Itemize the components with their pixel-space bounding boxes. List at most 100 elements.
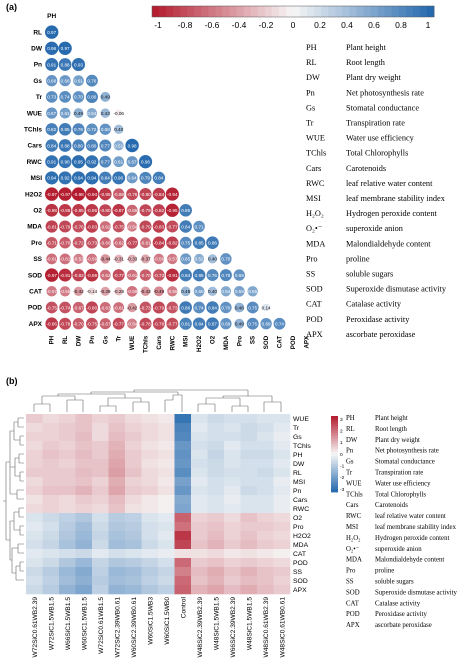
- corr-circle: [46, 107, 58, 119]
- corr-value: -0.62: [100, 273, 111, 278]
- clustered-heatmap: WUE Tr Gs TChls PH DW RL MSI Pn Cars RWC O2 Pro H2O2 M…: [26, 414, 311, 657]
- heat-col-label: W72SiC2.39WB0.61: [114, 597, 121, 658]
- corr-circle: [193, 285, 205, 297]
- corr-circle: [45, 171, 59, 185]
- corr-circle: [220, 253, 232, 265]
- heat-cell: [174, 432, 192, 442]
- heat-cell: [273, 540, 291, 550]
- colorbar-b-step: [331, 454, 338, 457]
- heat-cell: [75, 414, 93, 424]
- heat-cell: [174, 585, 192, 595]
- key-b-abbr: POD: [346, 611, 360, 618]
- heat-cell: [42, 540, 60, 550]
- row-label: APX: [29, 321, 43, 328]
- corr-circle: [139, 188, 152, 201]
- corr-circle: [59, 75, 71, 87]
- heat-row-label: Tr: [293, 425, 300, 432]
- corr-value: -0.80: [100, 208, 111, 213]
- corr-circle: [58, 204, 72, 217]
- corr-circle: [233, 269, 245, 281]
- heat-cell: [42, 504, 60, 514]
- heat-cell: [26, 585, 43, 595]
- corr-circle: [115, 109, 123, 117]
- corr-circle: [207, 254, 218, 264]
- colorbar-b-step: [331, 448, 338, 452]
- row-label: SS: [33, 256, 42, 263]
- corr-value: 0.77: [101, 160, 110, 165]
- colorbar-step: [293, 6, 301, 17]
- corr-value: -0.14: [87, 289, 98, 294]
- colorbar-step: [307, 6, 315, 17]
- corr-value: 0.80: [87, 143, 96, 148]
- heat-cell: [26, 495, 43, 505]
- key-b-desc: Carotenoids: [375, 502, 408, 509]
- corr-value: -0.78: [60, 322, 71, 327]
- heat-row-label: APX: [293, 587, 307, 594]
- heat-cell: [59, 468, 76, 478]
- corr-circle: [99, 171, 112, 185]
- corr-circle: [152, 317, 165, 330]
- heat-col-label: W60SiC1.5WB3: [147, 597, 154, 645]
- colorbar-b-step: [331, 441, 338, 445]
- corr-circle: [234, 302, 245, 313]
- heat-cell: [141, 522, 159, 532]
- corr-value: -0.53: [73, 257, 84, 262]
- corr-value: -0.70: [60, 241, 71, 246]
- colorbar-step: [405, 6, 414, 17]
- row-label: MSI: [30, 175, 42, 182]
- heat-cell: [125, 558, 142, 568]
- heat-cell: [42, 576, 60, 586]
- key-abbr: Pn: [306, 88, 316, 97]
- heat-cell: [224, 531, 241, 541]
- corr-value: 0.76: [87, 79, 96, 84]
- colorbar-step: [159, 6, 167, 17]
- heat-cell: [191, 531, 208, 541]
- heat-cell: [59, 513, 76, 523]
- corr-value: -0.87: [113, 208, 124, 213]
- corr-value: -0.83: [87, 224, 98, 229]
- key-desc: Net photosynthesis rate: [346, 88, 424, 97]
- colorbar-b-tick: -2: [340, 475, 345, 481]
- heat-cell: [240, 567, 258, 577]
- heat-cell: [158, 576, 175, 586]
- corr-circle: [126, 188, 139, 201]
- corr-circle: [46, 286, 57, 297]
- heat-cell: [108, 486, 126, 496]
- corr-value: -0.44: [100, 257, 111, 262]
- heat-cell: [224, 576, 241, 586]
- corr-value: -0.94: [87, 192, 98, 197]
- col-label: POD: [290, 335, 297, 349]
- heat-col-label: W48SiC0.61WB2.39: [263, 597, 270, 658]
- heat-cell: [191, 432, 208, 442]
- heat-cell: [26, 504, 43, 514]
- corr-value: 0.93: [74, 62, 83, 67]
- corr-circle: [59, 253, 71, 265]
- heat-cell: [42, 585, 60, 595]
- heat-cell: [257, 522, 274, 532]
- key-desc: proline: [346, 254, 370, 263]
- key-desc: leaf relative water content: [346, 179, 433, 188]
- heat-cell: [273, 468, 291, 478]
- heat-cell: [75, 423, 93, 433]
- heat-cell: [207, 459, 225, 469]
- heat-cell: [207, 549, 225, 559]
- corr-value: 0.61: [74, 79, 83, 84]
- corr-circle: [45, 220, 58, 233]
- heat-cell: [240, 477, 258, 487]
- heat-cell: [26, 558, 43, 568]
- heat-cell: [59, 504, 76, 514]
- corr-value: 0.80: [74, 143, 83, 148]
- corr-circle: [85, 139, 98, 152]
- corr-circle: [126, 285, 138, 297]
- colorbar-b-step: [331, 421, 338, 424]
- heat-row-label: RWC: [293, 506, 309, 513]
- corr-value: 0.75: [248, 305, 257, 310]
- heat-cell: [108, 531, 126, 541]
- corr-circle: [247, 286, 258, 297]
- colorbar-b-step: [331, 428, 338, 432]
- heat-row-label: WUE: [293, 416, 309, 423]
- row-label: O2: [33, 208, 42, 215]
- corr-value: -0.61: [113, 305, 124, 310]
- corr-circle: [139, 204, 152, 217]
- corr-circle: [100, 254, 111, 264]
